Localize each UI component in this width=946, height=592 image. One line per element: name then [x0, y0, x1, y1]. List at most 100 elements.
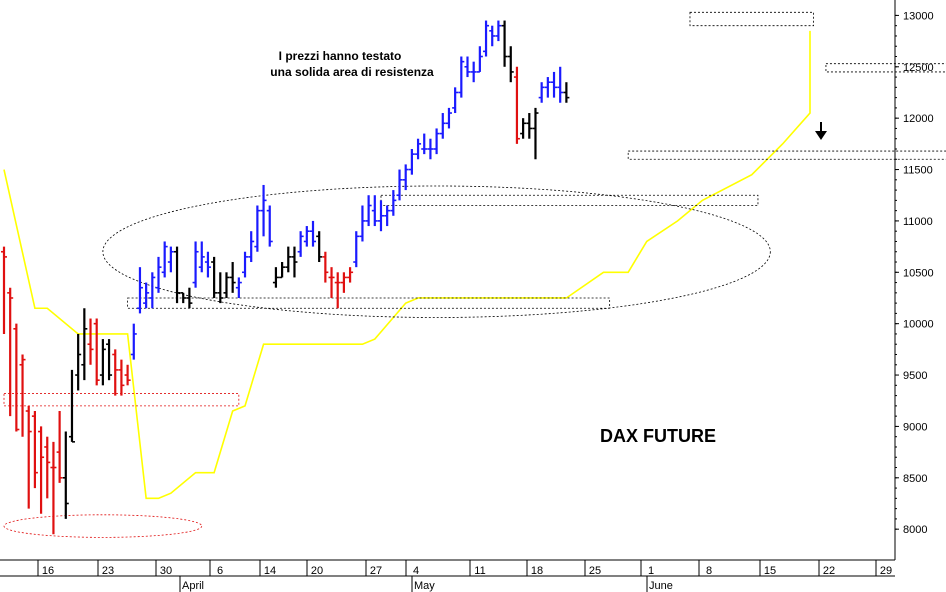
price-bar — [155, 256, 162, 293]
price-bar — [229, 262, 236, 293]
zone-ellipse — [102, 185, 771, 318]
price-bar — [272, 267, 279, 288]
price-bar — [50, 441, 57, 535]
zone-box — [689, 11, 814, 27]
price-bar — [526, 113, 533, 139]
price-bar — [310, 220, 316, 247]
x-tick-label: 22 — [823, 565, 835, 577]
price-bar — [217, 272, 224, 304]
price-bar — [557, 66, 564, 103]
x-tick-label: 4 — [413, 565, 419, 577]
price-bar — [56, 411, 63, 483]
x-tick-label: 30 — [160, 565, 172, 577]
price-bar — [118, 359, 125, 396]
price-bar — [303, 226, 310, 247]
price-bar — [254, 205, 261, 252]
chart-title: DAX FUTURE — [600, 426, 716, 446]
y-tick-label: 13000 — [903, 10, 934, 22]
price-bar — [106, 339, 113, 381]
price-bar — [62, 431, 69, 519]
price-bar — [38, 426, 45, 514]
price-bar — [174, 246, 181, 304]
price-bar — [1, 246, 7, 334]
price-bar — [7, 287, 14, 417]
x-tick-label: 25 — [589, 565, 601, 577]
price-bar — [452, 87, 459, 114]
price-bar — [93, 318, 100, 386]
price-bar — [75, 333, 82, 391]
price-bar — [402, 164, 409, 191]
price-bar — [235, 277, 242, 298]
price-bar — [396, 169, 403, 201]
zone-box — [127, 297, 611, 309]
x-tick-label: 11 — [474, 565, 485, 577]
down-arrow-icon — [815, 122, 827, 140]
y-tick-label: 8500 — [903, 473, 927, 485]
price-bar — [433, 128, 440, 155]
price-bar — [198, 241, 205, 273]
price-bar — [260, 184, 267, 237]
price-bar — [384, 205, 391, 227]
price-bar — [316, 231, 323, 263]
x-tick-label: 27 — [370, 565, 382, 577]
x-tick-label: 15 — [764, 565, 776, 577]
price-bar — [365, 195, 372, 227]
price-bar — [470, 61, 477, 83]
price-bar — [99, 339, 106, 386]
price-bar — [130, 323, 137, 360]
annotation-line-2: una solida area di resistenza — [270, 65, 434, 79]
month-label: April — [182, 580, 204, 592]
price-bar — [520, 118, 527, 139]
price-bar — [408, 148, 415, 175]
price-bar — [359, 205, 366, 242]
price-bar — [13, 323, 20, 432]
price-bar — [328, 267, 335, 298]
price-bar — [445, 107, 452, 129]
price-bar — [180, 292, 187, 304]
x-tick-label: 14 — [264, 565, 276, 577]
x-tick-label: 23 — [102, 565, 114, 577]
price-bar — [204, 251, 211, 278]
price-bar — [186, 287, 193, 309]
price-bar — [495, 20, 502, 42]
x-tick-label: 18 — [531, 565, 543, 577]
y-tick-label: 10500 — [903, 267, 934, 279]
price-bar — [31, 411, 38, 489]
price-bar — [563, 82, 570, 103]
price-bar — [19, 354, 26, 437]
price-bar — [476, 46, 483, 73]
y-tick-label: 9500 — [903, 370, 927, 382]
price-bar — [507, 46, 514, 83]
price-bar — [279, 262, 286, 279]
price-bar — [161, 241, 168, 278]
y-tick-label: 11000 — [903, 216, 933, 228]
stop-line — [3, 30, 811, 500]
price-bar — [242, 251, 249, 278]
price-bar — [464, 56, 471, 78]
price-bar — [285, 246, 292, 273]
price-bar — [513, 66, 520, 144]
price-bar — [68, 369, 75, 443]
zone-box — [627, 150, 946, 160]
resistance-zones — [3, 11, 946, 538]
price-bar — [489, 25, 496, 47]
price-bar — [371, 195, 378, 227]
price-bars — [1, 20, 570, 535]
price-bar — [483, 20, 490, 57]
price-bar — [427, 138, 434, 160]
x-tick-label: 16 — [42, 565, 54, 577]
y-tick-label: 9000 — [903, 421, 927, 433]
x-tick-label: 6 — [217, 565, 223, 577]
price-bar — [223, 272, 230, 298]
price-bar — [297, 231, 304, 257]
zone-box — [825, 63, 946, 73]
price-bar — [544, 77, 551, 98]
price-bar — [266, 205, 273, 247]
x-tick-label: 20 — [311, 565, 323, 577]
price-bar — [532, 107, 539, 160]
price-bar — [25, 405, 32, 509]
y-tick-label: 10000 — [903, 319, 934, 331]
y-tick-label: 11500 — [903, 165, 933, 177]
y-tick-label: 12500 — [903, 62, 934, 74]
